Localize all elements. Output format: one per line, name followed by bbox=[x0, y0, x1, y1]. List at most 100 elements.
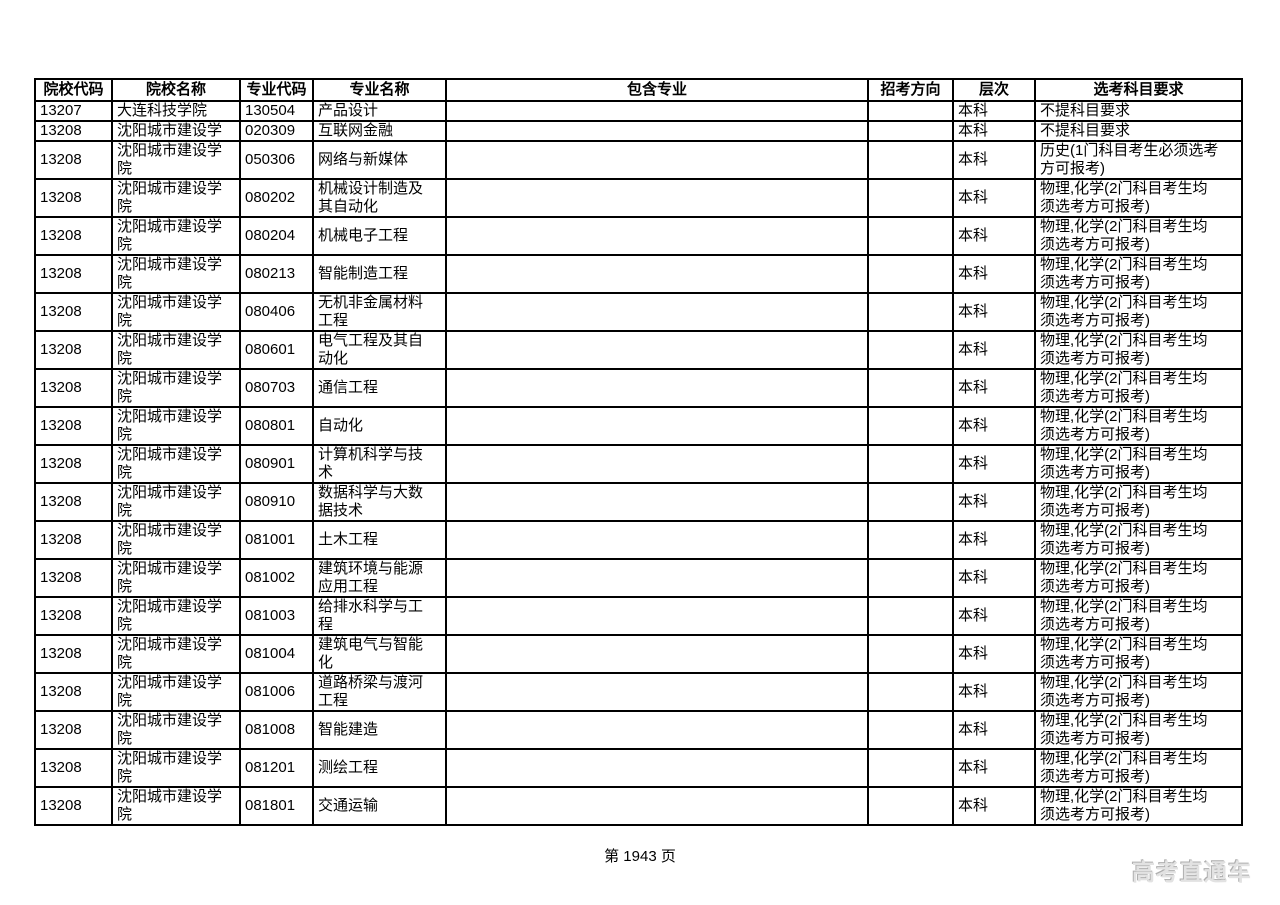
cell-level: 本科 bbox=[952, 292, 1036, 332]
table-row: 13208 沈阳城市建设学 院 080910 数据科学与大数 据技术 本科 物理,化学(2… bbox=[34, 482, 1243, 522]
cell-school-code: 13208 bbox=[34, 710, 113, 750]
table-row: 13208 沈阳城市建设学 院 080901 计算机科学与技 术 本科 物理,化学(2门科… bbox=[34, 444, 1243, 484]
cell-school-name: 沈阳城市建设学 院 bbox=[111, 140, 241, 180]
cell-requirements: 物理,化学(2门科目考生均 须选考方可报考) bbox=[1034, 748, 1243, 788]
cell-included-majors bbox=[445, 178, 869, 218]
cell-school-name: 沈阳城市建设学 院 bbox=[111, 254, 241, 294]
cell-included-majors bbox=[445, 100, 869, 122]
cell-school-name: 沈阳城市建设学 院 bbox=[111, 292, 241, 332]
cell-requirements: 物理,化学(2门科目考生均 须选考方可报考) bbox=[1034, 292, 1243, 332]
cell-direction bbox=[867, 672, 954, 712]
cell-requirements: 不提科目要求 bbox=[1034, 120, 1243, 142]
cell-major-name: 给排水科学与工 程 bbox=[312, 596, 447, 636]
cell-major-code: 080204 bbox=[239, 216, 314, 256]
cell-major-code: 080202 bbox=[239, 178, 314, 218]
cell-requirements: 历史(1门科目考生必须选考 方可报考) bbox=[1034, 140, 1243, 180]
cell-level: 本科 bbox=[952, 330, 1036, 370]
cell-level: 本科 bbox=[952, 120, 1036, 142]
table-row: 13208 沈阳城市建设学 院 081801 交通运输 本科 物理,化学(2门科目考生均 … bbox=[34, 786, 1243, 826]
cell-requirements: 物理,化学(2门科目考生均 须选考方可报考) bbox=[1034, 406, 1243, 446]
cell-direction bbox=[867, 634, 954, 674]
cell-level: 本科 bbox=[952, 520, 1036, 560]
cell-direction bbox=[867, 292, 954, 332]
cell-school-name: 沈阳城市建设学 院 bbox=[111, 672, 241, 712]
table-row: 13208 沈阳城市建设学 院 080703 通信工程 本科 物理,化学(2门科目考生均 … bbox=[34, 368, 1243, 408]
cell-major-name: 数据科学与大数 据技术 bbox=[312, 482, 447, 522]
cell-school-code: 13208 bbox=[34, 140, 113, 180]
cell-included-majors bbox=[445, 216, 869, 256]
cell-school-name: 沈阳城市建设学 院 bbox=[111, 330, 241, 370]
cell-major-name: 智能建造 bbox=[312, 710, 447, 750]
cell-major-name: 机械电子工程 bbox=[312, 216, 447, 256]
page-number-label: 第 1943 页 bbox=[604, 848, 676, 865]
table-body: 13207 大连科技学院 130504 产品设计 本科 不提科目要求 13208 沈阳城市建设… bbox=[34, 100, 1243, 826]
cell-included-majors bbox=[445, 634, 869, 674]
cell-level: 本科 bbox=[952, 786, 1036, 826]
column-header-school-code: 院校代码 bbox=[34, 78, 113, 102]
cell-direction bbox=[867, 254, 954, 294]
cell-school-code: 13208 bbox=[34, 254, 113, 294]
cell-major-code: 080801 bbox=[239, 406, 314, 446]
cell-school-code: 13208 bbox=[34, 178, 113, 218]
cell-requirements: 物理,化学(2门科目考生均 须选考方可报考) bbox=[1034, 482, 1243, 522]
cell-school-name: 沈阳城市建设学 院 bbox=[111, 558, 241, 598]
cell-major-code: 020309 bbox=[239, 120, 314, 142]
cell-direction bbox=[867, 520, 954, 560]
table-row: 13208 沈阳城市建设学 020309 互联网金融 本科 不提科目要求 bbox=[34, 120, 1243, 142]
cell-included-majors bbox=[445, 672, 869, 712]
cell-included-majors bbox=[445, 482, 869, 522]
cell-school-code: 13208 bbox=[34, 520, 113, 560]
cell-requirements: 物理,化学(2门科目考生均 须选考方可报考) bbox=[1034, 672, 1243, 712]
cell-school-code: 13208 bbox=[34, 786, 113, 826]
cell-requirements: 物理,化学(2门科目考生均 须选考方可报考) bbox=[1034, 596, 1243, 636]
cell-major-name: 电气工程及其自 动化 bbox=[312, 330, 447, 370]
cell-included-majors bbox=[445, 330, 869, 370]
cell-included-majors bbox=[445, 254, 869, 294]
cell-school-code: 13208 bbox=[34, 216, 113, 256]
cell-major-code: 081001 bbox=[239, 520, 314, 560]
cell-requirements: 物理,化学(2门科目考生均 须选考方可报考) bbox=[1034, 216, 1243, 256]
cell-school-name: 沈阳城市建设学 bbox=[111, 120, 241, 142]
column-header-major-name: 专业名称 bbox=[312, 78, 447, 102]
column-header-direction: 招考方向 bbox=[867, 78, 954, 102]
cell-major-code: 080213 bbox=[239, 254, 314, 294]
cell-major-code: 080406 bbox=[239, 292, 314, 332]
cell-school-name: 沈阳城市建设学 院 bbox=[111, 406, 241, 446]
cell-major-name: 智能制造工程 bbox=[312, 254, 447, 294]
cell-level: 本科 bbox=[952, 140, 1036, 180]
table-row: 13208 沈阳城市建设学 院 050306 网络与新媒体 本科 历史(1门科目考生必须选… bbox=[34, 140, 1243, 180]
cell-school-code: 13208 bbox=[34, 444, 113, 484]
table-row: 13208 沈阳城市建设学 院 081006 道路桥梁与渡河 工程 本科 物理,化学(2门… bbox=[34, 672, 1243, 712]
table-row: 13208 沈阳城市建设学 院 081004 建筑电气与智能 化 本科 物理,化学(2门科… bbox=[34, 634, 1243, 674]
cell-level: 本科 bbox=[952, 596, 1036, 636]
table-row: 13208 沈阳城市建设学 院 081003 给排水科学与工 程 本科 物理,化学(2门科… bbox=[34, 596, 1243, 636]
cell-direction bbox=[867, 100, 954, 122]
column-header-requirements: 选考科目要求 bbox=[1034, 78, 1243, 102]
cell-included-majors bbox=[445, 786, 869, 826]
cell-direction bbox=[867, 444, 954, 484]
cell-requirements: 物理,化学(2门科目考生均 须选考方可报考) bbox=[1034, 178, 1243, 218]
cell-level: 本科 bbox=[952, 406, 1036, 446]
cell-school-code: 13208 bbox=[34, 482, 113, 522]
cell-school-code: 13208 bbox=[34, 558, 113, 598]
table-row: 13208 沈阳城市建设学 院 081001 土木工程 本科 物理,化学(2门科目考生均 … bbox=[34, 520, 1243, 560]
column-header-major-code: 专业代码 bbox=[239, 78, 314, 102]
cell-major-name: 机械设计制造及 其自动化 bbox=[312, 178, 447, 218]
cell-direction bbox=[867, 482, 954, 522]
cell-included-majors bbox=[445, 520, 869, 560]
cell-direction bbox=[867, 216, 954, 256]
cell-included-majors bbox=[445, 748, 869, 788]
cell-major-name: 交通运输 bbox=[312, 786, 447, 826]
cell-major-name: 互联网金融 bbox=[312, 120, 447, 142]
cell-included-majors bbox=[445, 292, 869, 332]
cell-school-name: 沈阳城市建设学 院 bbox=[111, 216, 241, 256]
cell-major-name: 建筑环境与能源 应用工程 bbox=[312, 558, 447, 598]
cell-level: 本科 bbox=[952, 254, 1036, 294]
table-row: 13207 大连科技学院 130504 产品设计 本科 不提科目要求 bbox=[34, 100, 1243, 122]
cell-major-code: 130504 bbox=[239, 100, 314, 122]
cell-included-majors bbox=[445, 596, 869, 636]
cell-requirements: 物理,化学(2门科目考生均 须选考方可报考) bbox=[1034, 558, 1243, 598]
cell-school-code: 13208 bbox=[34, 634, 113, 674]
cell-level: 本科 bbox=[952, 634, 1036, 674]
